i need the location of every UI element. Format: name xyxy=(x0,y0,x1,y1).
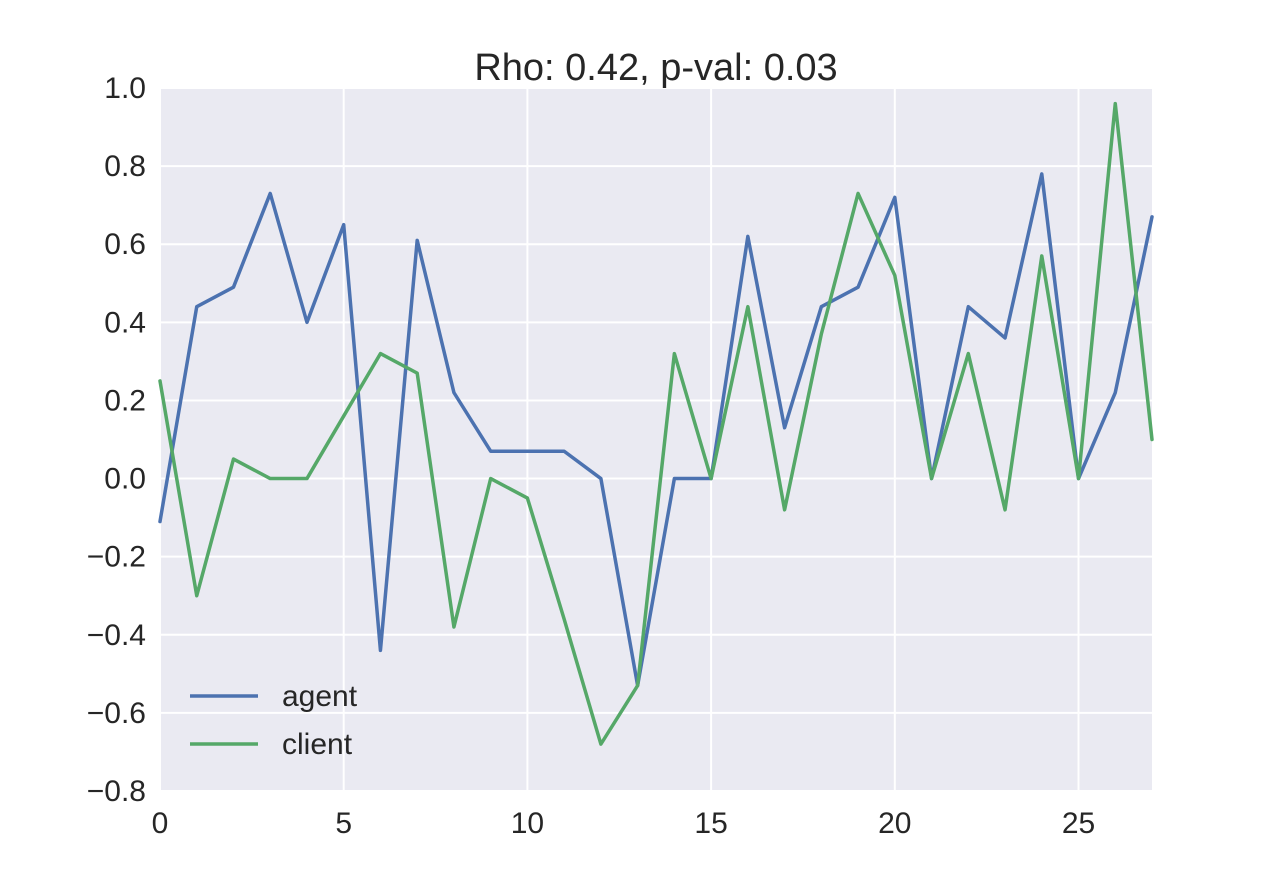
x-tick-label: 15 xyxy=(694,807,727,840)
series-line-client xyxy=(158,101,1154,746)
series-lines xyxy=(158,101,1154,746)
x-tick-label: 20 xyxy=(878,807,911,840)
y-tick-label: 0.6 xyxy=(104,228,146,261)
x-tick-label: 5 xyxy=(335,807,352,840)
y-axis-ticks: 1.0 0.8 0.6 0.4 0.2 0.0 −0.2 −0.4 −0.6 −0.8 xyxy=(87,72,146,808)
y-tick-label: −0.8 xyxy=(87,775,146,808)
y-tick-label: −0.2 xyxy=(87,541,146,574)
y-tick-label: −0.6 xyxy=(87,697,146,730)
legend-label-client: client xyxy=(282,728,353,761)
x-tick-label: 10 xyxy=(511,807,544,840)
x-tick-label: 25 xyxy=(1062,807,1095,840)
y-tick-label: 0.0 xyxy=(104,463,146,496)
grid xyxy=(159,87,1152,792)
x-tick-label: 0 xyxy=(152,807,169,840)
y-tick-label: 0.8 xyxy=(104,150,146,183)
chart-title: Rho: 0.42, p-val: 0.03 xyxy=(474,47,837,89)
y-tick-label: 0.2 xyxy=(104,384,146,417)
x-axis-ticks: 0 5 10 15 20 25 xyxy=(152,807,1096,840)
legend-label-agent: agent xyxy=(282,680,358,713)
series-line-agent xyxy=(158,172,1154,688)
y-tick-label: 0.4 xyxy=(104,306,146,339)
y-tick-label: −0.4 xyxy=(87,619,146,652)
plot-area xyxy=(160,88,1152,791)
legend: agent client xyxy=(190,680,358,761)
y-tick-label: 1.0 xyxy=(104,72,146,105)
